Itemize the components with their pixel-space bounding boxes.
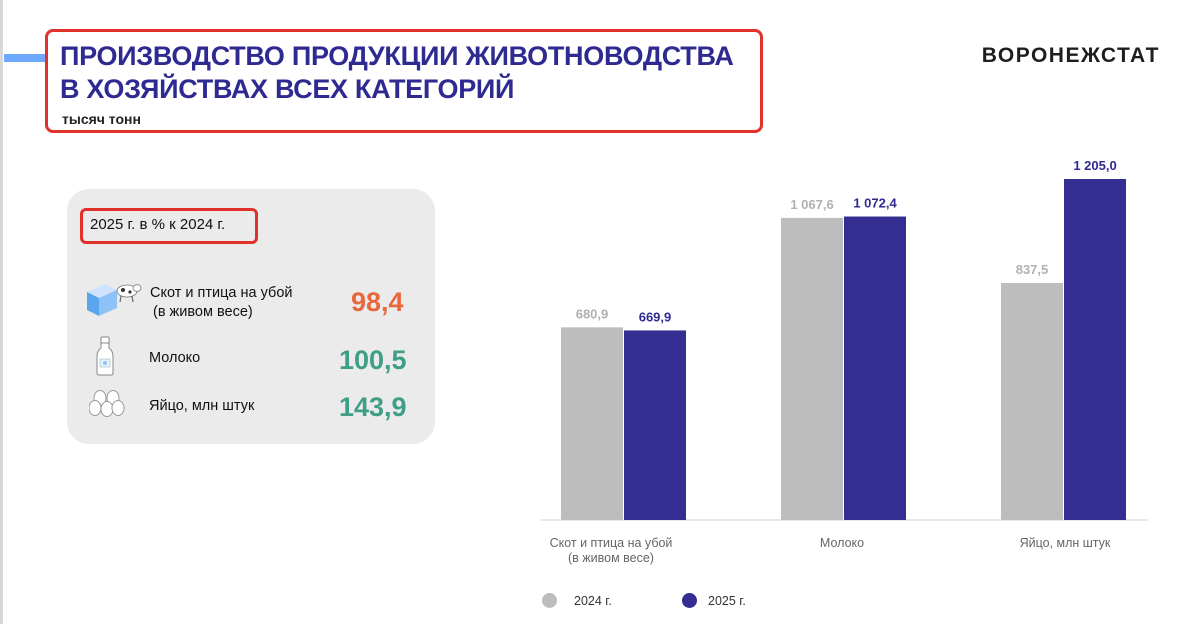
summary-value-eggs: 143,9 bbox=[339, 392, 407, 422]
bar-2025-milk bbox=[844, 216, 906, 520]
summary-heading: 2025 г. в % к 2024 г. bbox=[90, 216, 226, 233]
legend-label-2025: 2025 г. bbox=[708, 594, 746, 608]
category-label-livestock-line1: Скот и птица на убой bbox=[549, 536, 673, 550]
summary-row-label-livestock: Скот и птица на убой (в живом весе) bbox=[150, 284, 293, 322]
bar-2024-livestock bbox=[561, 327, 623, 520]
summary-row-label-livestock-line2: (в живом весе) bbox=[153, 304, 253, 320]
summary-value-livestock: 98,4 bbox=[351, 287, 404, 317]
category-label-eggs: Яйцо, млн штук bbox=[1019, 536, 1111, 550]
left-edge-line bbox=[0, 0, 3, 624]
page-title-line2: В ХОЗЯЙСТВАХ ВСЕХ КАТЕГОРИЙ bbox=[60, 74, 515, 104]
data-label-2024-milk: 1 067,6 bbox=[790, 197, 833, 212]
category-label-milk: Молоко bbox=[819, 536, 865, 550]
eggs-icon bbox=[89, 390, 125, 417]
data-label-2025-milk: 1 072,4 bbox=[853, 196, 897, 211]
title-highlight-frame bbox=[45, 29, 763, 133]
category-label-livestock: Скот и птица на убой (в живом весе) bbox=[531, 536, 691, 566]
summary-value-milk: 100,5 bbox=[339, 345, 407, 375]
data-label-2024-livestock: 680,9 bbox=[576, 306, 609, 321]
bar-2024-eggs bbox=[1001, 282, 1063, 520]
milk-bottle-icon bbox=[96, 336, 114, 376]
bar-2025-eggs bbox=[1064, 179, 1126, 520]
summary-row-label-milk: Молоко bbox=[149, 350, 201, 366]
data-label-2025-livestock: 669,9 bbox=[639, 309, 672, 324]
summary-row-label-livestock-line1: Скот и птица на убой bbox=[150, 285, 293, 301]
cow-milk-carton-icon bbox=[87, 284, 142, 316]
data-label-2025-eggs: 1 205,0 bbox=[1073, 158, 1116, 173]
bar-2024-milk bbox=[781, 217, 843, 520]
brand-logo: ВОРОНЕЖСТАТ bbox=[981, 44, 1160, 67]
page-title-line1: ПРОИЗВОДСТВО ПРОДУКЦИИ ЖИВОТНОВОДСТВА bbox=[60, 41, 734, 71]
bar-2025-livestock bbox=[624, 330, 686, 520]
accent-bar bbox=[4, 54, 46, 62]
legend-marker-2024 bbox=[542, 593, 557, 608]
legend-label-2024: 2024 г. bbox=[574, 594, 612, 608]
data-label-2024-eggs: 837,5 bbox=[1016, 262, 1049, 277]
summary-heading-frame bbox=[80, 208, 258, 244]
legend-marker-2025 bbox=[682, 593, 697, 608]
summary-card bbox=[67, 189, 435, 444]
units-subtitle: тысяч тонн bbox=[62, 111, 141, 127]
category-label-livestock-line2: (в живом весе) bbox=[568, 551, 654, 565]
summary-row-label-eggs: Яйцо, млн штук bbox=[149, 398, 255, 414]
